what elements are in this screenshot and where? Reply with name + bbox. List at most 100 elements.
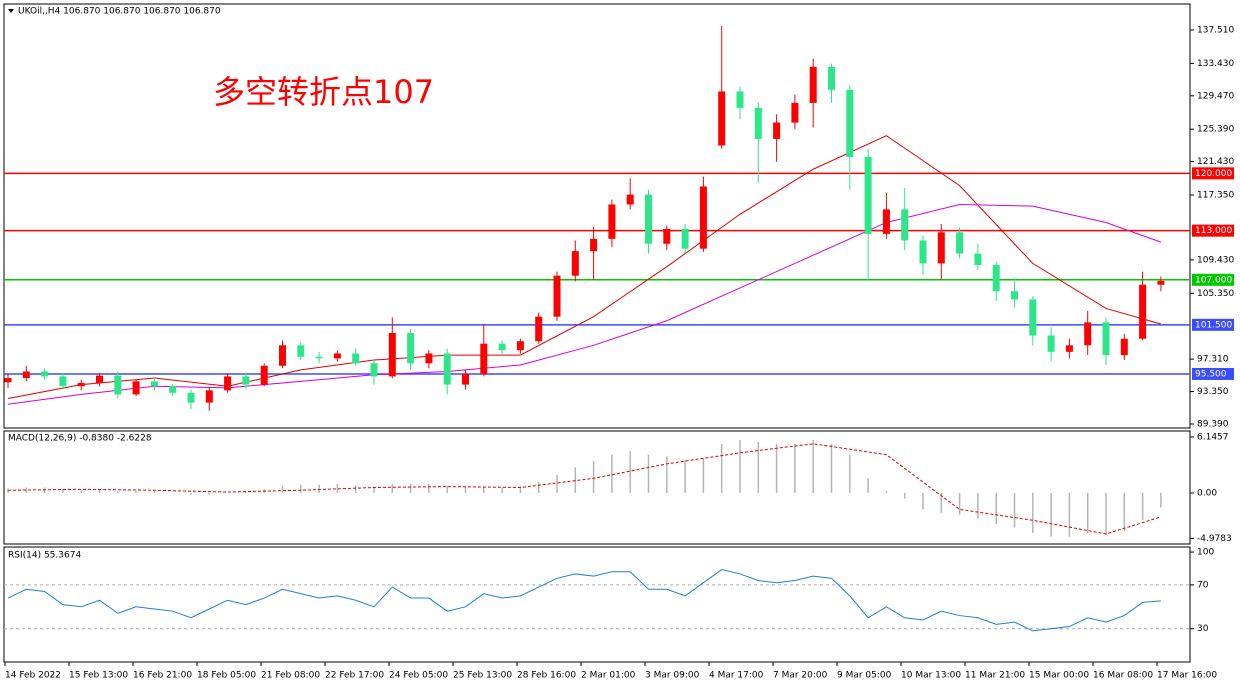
- candle-body: [187, 392, 195, 403]
- level-label: 120.000: [1195, 169, 1232, 179]
- candle-body: [846, 89, 854, 157]
- candle-body: [864, 156, 872, 234]
- candle-body: [1084, 322, 1092, 346]
- candle-body: [681, 229, 689, 249]
- candle-body: [1157, 280, 1165, 285]
- candle-body: [388, 333, 396, 377]
- rsi-line: [7, 569, 1161, 632]
- candle-body: [169, 386, 177, 393]
- macd-panel: [3, 430, 1191, 545]
- x-tick-label: 17 Mar 16:00: [1157, 671, 1217, 681]
- candle-body: [242, 376, 250, 385]
- candle-body: [535, 316, 543, 342]
- candle-body: [956, 232, 964, 254]
- y-tick-label: 121.430: [1197, 157, 1234, 167]
- moving-average: [7, 135, 1162, 400]
- candle-body: [114, 375, 122, 395]
- level-tag: [1192, 167, 1234, 180]
- candle-body: [1029, 299, 1037, 336]
- candle-body: [590, 238, 598, 252]
- candle-body: [425, 353, 433, 364]
- candle-body: [315, 356, 323, 359]
- candle-body: [279, 345, 286, 366]
- candle-body: [407, 333, 415, 364]
- candle-body: [754, 107, 762, 139]
- y-tick-label: 105.350: [1197, 289, 1234, 299]
- x-tick-label: 21 Feb 08:00: [261, 671, 320, 681]
- candle-body: [1120, 338, 1128, 356]
- candle-body: [333, 353, 341, 359]
- candle-body: [828, 66, 835, 90]
- x-tick-label: 28 Feb 16:00: [517, 671, 576, 681]
- candle-body: [882, 209, 890, 234]
- x-tick-label: 15 Feb 13:00: [69, 671, 128, 681]
- candle-body: [663, 229, 671, 244]
- candle-body: [553, 275, 561, 317]
- candle-body: [96, 375, 103, 383]
- candle-body: [571, 251, 579, 276]
- x-tick-label: 11 Mar 21:00: [965, 671, 1025, 681]
- candle-body: [974, 253, 982, 266]
- x-tick-label: 3 Mar 09:00: [645, 671, 700, 681]
- candle-body: [736, 91, 744, 108]
- candle-body: [809, 66, 817, 103]
- candle-body: [791, 102, 799, 123]
- candle-body: [59, 376, 67, 387]
- candle-body: [1065, 345, 1073, 352]
- candle-body: [498, 343, 506, 351]
- y-tick-label: 70: [1197, 580, 1209, 590]
- x-tick-label: 18 Feb 05:00: [197, 671, 256, 681]
- level-tag: [1192, 318, 1234, 331]
- y-tick-label: 137.510: [1197, 25, 1234, 35]
- y-tick-label: 93.350: [1197, 387, 1229, 397]
- candle-body: [205, 390, 213, 403]
- candle-body: [352, 353, 360, 364]
- candle-body: [1047, 335, 1055, 352]
- candle-body: [645, 194, 652, 244]
- level-tag: [1192, 224, 1234, 237]
- candle-body: [1102, 322, 1110, 356]
- level-tag: [1192, 367, 1234, 380]
- candle-body: [297, 345, 305, 357]
- level-tag: [1192, 273, 1234, 286]
- candle-body: [699, 186, 707, 249]
- y-tick-label: 109.430: [1197, 255, 1234, 265]
- level-label: 95.500: [1195, 369, 1227, 379]
- x-tick-label: 7 Mar 20:00: [773, 671, 828, 681]
- candle-body: [260, 365, 268, 385]
- macd-title: MACD(12,26,9) -0.8380 -2.6228: [8, 434, 152, 444]
- x-tick-label: 14 Feb 2022: [5, 671, 61, 681]
- candle-body: [773, 122, 781, 139]
- candle-body: [132, 381, 140, 395]
- candle-body: [626, 194, 634, 205]
- y-tick-label: 125.390: [1197, 125, 1234, 135]
- x-tick-label: 24 Feb 05:00: [389, 671, 448, 681]
- candle-body: [370, 363, 378, 377]
- candle-body: [41, 371, 49, 377]
- x-tick-label: 22 Feb 17:00: [325, 671, 384, 681]
- x-tick-label: 15 Mar 00:00: [1029, 671, 1089, 681]
- level-label: 101.500: [1195, 320, 1232, 330]
- candle-body: [224, 376, 232, 391]
- y-tick-label: 89.390: [1197, 419, 1229, 429]
- rsi-title: RSI(14) 55.3674: [8, 551, 81, 561]
- candle-body: [77, 382, 85, 387]
- y-tick-label: 6.1457: [1197, 432, 1229, 442]
- y-tick-label: 117.350: [1197, 191, 1234, 201]
- candle-body: [1139, 284, 1147, 339]
- x-tick-label: 16 Mar 08:00: [1093, 671, 1153, 681]
- candle-body: [901, 209, 909, 241]
- main-panel: [3, 3, 1191, 429]
- level-label: 107.000: [1195, 275, 1232, 285]
- rsi-panel: [3, 546, 1191, 663]
- annotation: 多空转折点107: [213, 73, 434, 111]
- x-tick-label: 9 Mar 05:00: [837, 671, 892, 681]
- candle-body: [150, 381, 158, 387]
- candle-body: [462, 373, 469, 385]
- x-tick-label: 2 Mar 01:00: [581, 671, 636, 681]
- y-tick-label: 129.470: [1197, 91, 1234, 101]
- candle-body: [919, 240, 927, 264]
- macd-signal: [7, 443, 1162, 535]
